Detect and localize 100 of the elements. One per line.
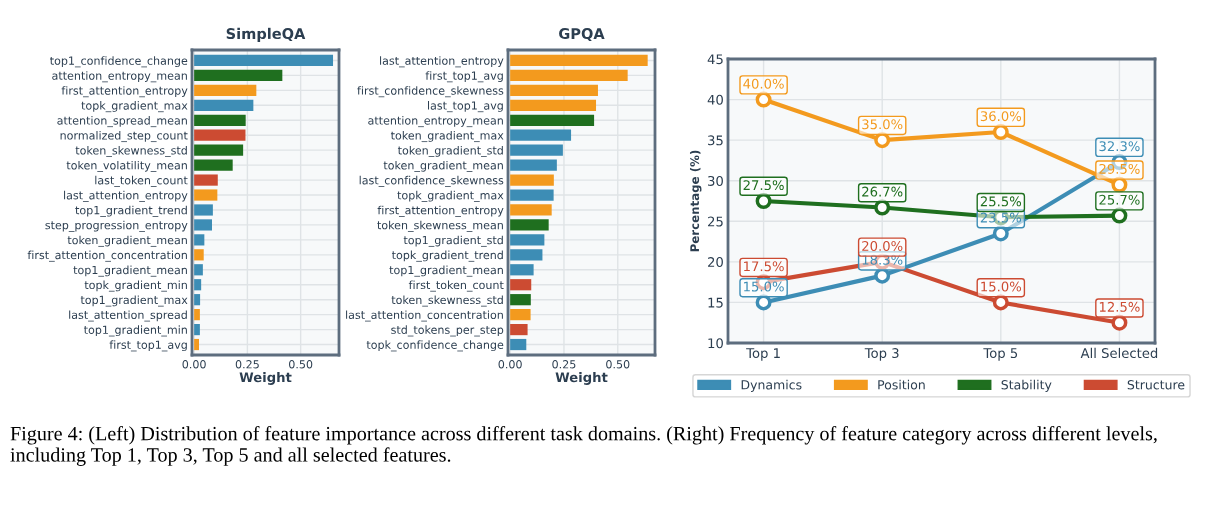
bar — [194, 159, 233, 171]
y-tick-label: token_volatility_mean — [66, 160, 187, 172]
data-label: 32.3% — [1099, 141, 1140, 152]
point — [874, 132, 891, 149]
bar — [194, 264, 203, 276]
bar — [510, 99, 597, 111]
y-tick-label: first_attention_entropy — [61, 86, 188, 98]
point — [755, 193, 772, 209]
bar — [510, 264, 534, 276]
bar — [194, 219, 213, 231]
bar — [510, 249, 543, 261]
bar — [510, 279, 532, 291]
bar — [194, 69, 283, 82]
y-tick-label: 20 — [708, 257, 723, 268]
y-tick-label: 25 — [708, 216, 723, 227]
y-tick-label: token_gradient_std — [397, 145, 503, 158]
x-tick-label: 0.00 — [498, 360, 522, 369]
data-label: 25.7% — [1099, 194, 1140, 205]
data-label: 26.7% — [862, 186, 903, 197]
bar — [194, 323, 200, 336]
bar — [194, 204, 213, 216]
data-label: 25.5% — [980, 196, 1022, 207]
x-tick-label: Top 1 — [746, 348, 780, 361]
point — [755, 91, 772, 108]
y-tick-label: last_token_count — [95, 175, 188, 187]
bar — [510, 54, 648, 67]
bar — [194, 338, 200, 351]
bar — [194, 294, 201, 306]
y-tick-label: std_tokens_per_step — [391, 325, 504, 337]
data-label: 15.0% — [744, 281, 784, 292]
y-tick-label: topk_gradient_min — [84, 280, 187, 292]
bar — [510, 204, 552, 216]
data-label: 12.5% — [1099, 301, 1140, 312]
y-tick-label: last_confidence_skewness — [359, 175, 504, 187]
y-tick-label: 10 — [708, 338, 723, 349]
y-tick-label: attention_spread_mean — [57, 116, 187, 128]
point — [992, 294, 1009, 311]
legend-label: Dynamics — [741, 379, 802, 392]
bar — [510, 338, 527, 351]
y-tick-label: last_attention_concentration — [346, 310, 503, 322]
y-tick-label: token_skewness_mean — [377, 220, 503, 232]
y-tick-label: topk_gradient_trend — [391, 250, 503, 262]
y-tick-label: attention_entropy_mean — [368, 116, 503, 128]
legend-label: Position — [878, 379, 925, 390]
y-tick-label: 40 — [707, 94, 723, 105]
x-tick-label: Top 3 — [864, 348, 899, 361]
bar — [510, 219, 549, 231]
x-tick-label: All Selected — [1080, 347, 1158, 359]
y-tick-label: first_top1_avg — [425, 71, 503, 83]
chart-title: GPQA — [559, 28, 605, 42]
y-axis-title: Percentage (%) — [689, 150, 702, 252]
x-tick-label: Top 5 — [983, 348, 1018, 361]
bar — [510, 129, 572, 141]
bar — [194, 234, 205, 246]
y-tick-label: token_gradient_mean — [67, 235, 187, 247]
bar — [510, 294, 531, 306]
legend-label: Structure — [1127, 380, 1185, 390]
y-tick-label: token_skewness_std — [75, 145, 187, 158]
bar — [510, 189, 554, 201]
bar — [194, 309, 200, 321]
y-tick-label: last_attention_entropy — [64, 190, 188, 202]
y-tick-label: topk_gradient_max — [397, 190, 504, 202]
bar — [510, 174, 554, 186]
data-label: 15.0% — [981, 281, 1022, 292]
y-tick-label: token_gradient_mean — [383, 160, 503, 172]
y-tick-label: 45 — [707, 54, 723, 65]
bar — [194, 99, 254, 111]
point — [874, 267, 891, 284]
data-label: 29.5% — [1099, 163, 1140, 174]
bar — [194, 84, 257, 96]
point — [1111, 314, 1128, 331]
bar — [510, 144, 563, 156]
bar — [194, 54, 334, 67]
point — [992, 124, 1009, 141]
y-tick-label: top1_gradient_std — [403, 235, 503, 247]
y-tick-label: first_top1_avg — [109, 340, 187, 352]
y-tick-label: 30 — [708, 175, 723, 186]
point — [755, 294, 772, 311]
y-tick-label: 15 — [708, 297, 723, 308]
y-tick-label: first_attention_entropy — [377, 205, 504, 217]
data-label: 20.0% — [862, 240, 903, 251]
bar — [194, 129, 246, 141]
y-tick-label: step_progression_entropy — [45, 220, 188, 232]
point — [1111, 207, 1128, 224]
x-tick-label: 0.25 — [235, 360, 259, 369]
x-tick-label: 0.50 — [606, 360, 630, 369]
y-tick-label: last_attention_spread — [69, 310, 187, 322]
bar — [194, 249, 204, 261]
bar — [510, 114, 595, 126]
x-tick-label: 0.50 — [289, 360, 313, 369]
y-tick-label: top1_gradient_trend — [75, 205, 187, 217]
data-label: 36.0% — [980, 111, 1022, 122]
y-tick-label: last_attention_entropy — [380, 56, 504, 68]
y-tick-label: topk_confidence_change — [366, 340, 504, 352]
point — [992, 225, 1009, 242]
x-tick-label: 0.00 — [182, 360, 206, 369]
legend-label: Stability — [1001, 379, 1052, 392]
data-label: 18.3% — [862, 254, 903, 265]
bar — [194, 189, 218, 201]
y-tick-label: top1_gradient_max — [80, 295, 188, 307]
